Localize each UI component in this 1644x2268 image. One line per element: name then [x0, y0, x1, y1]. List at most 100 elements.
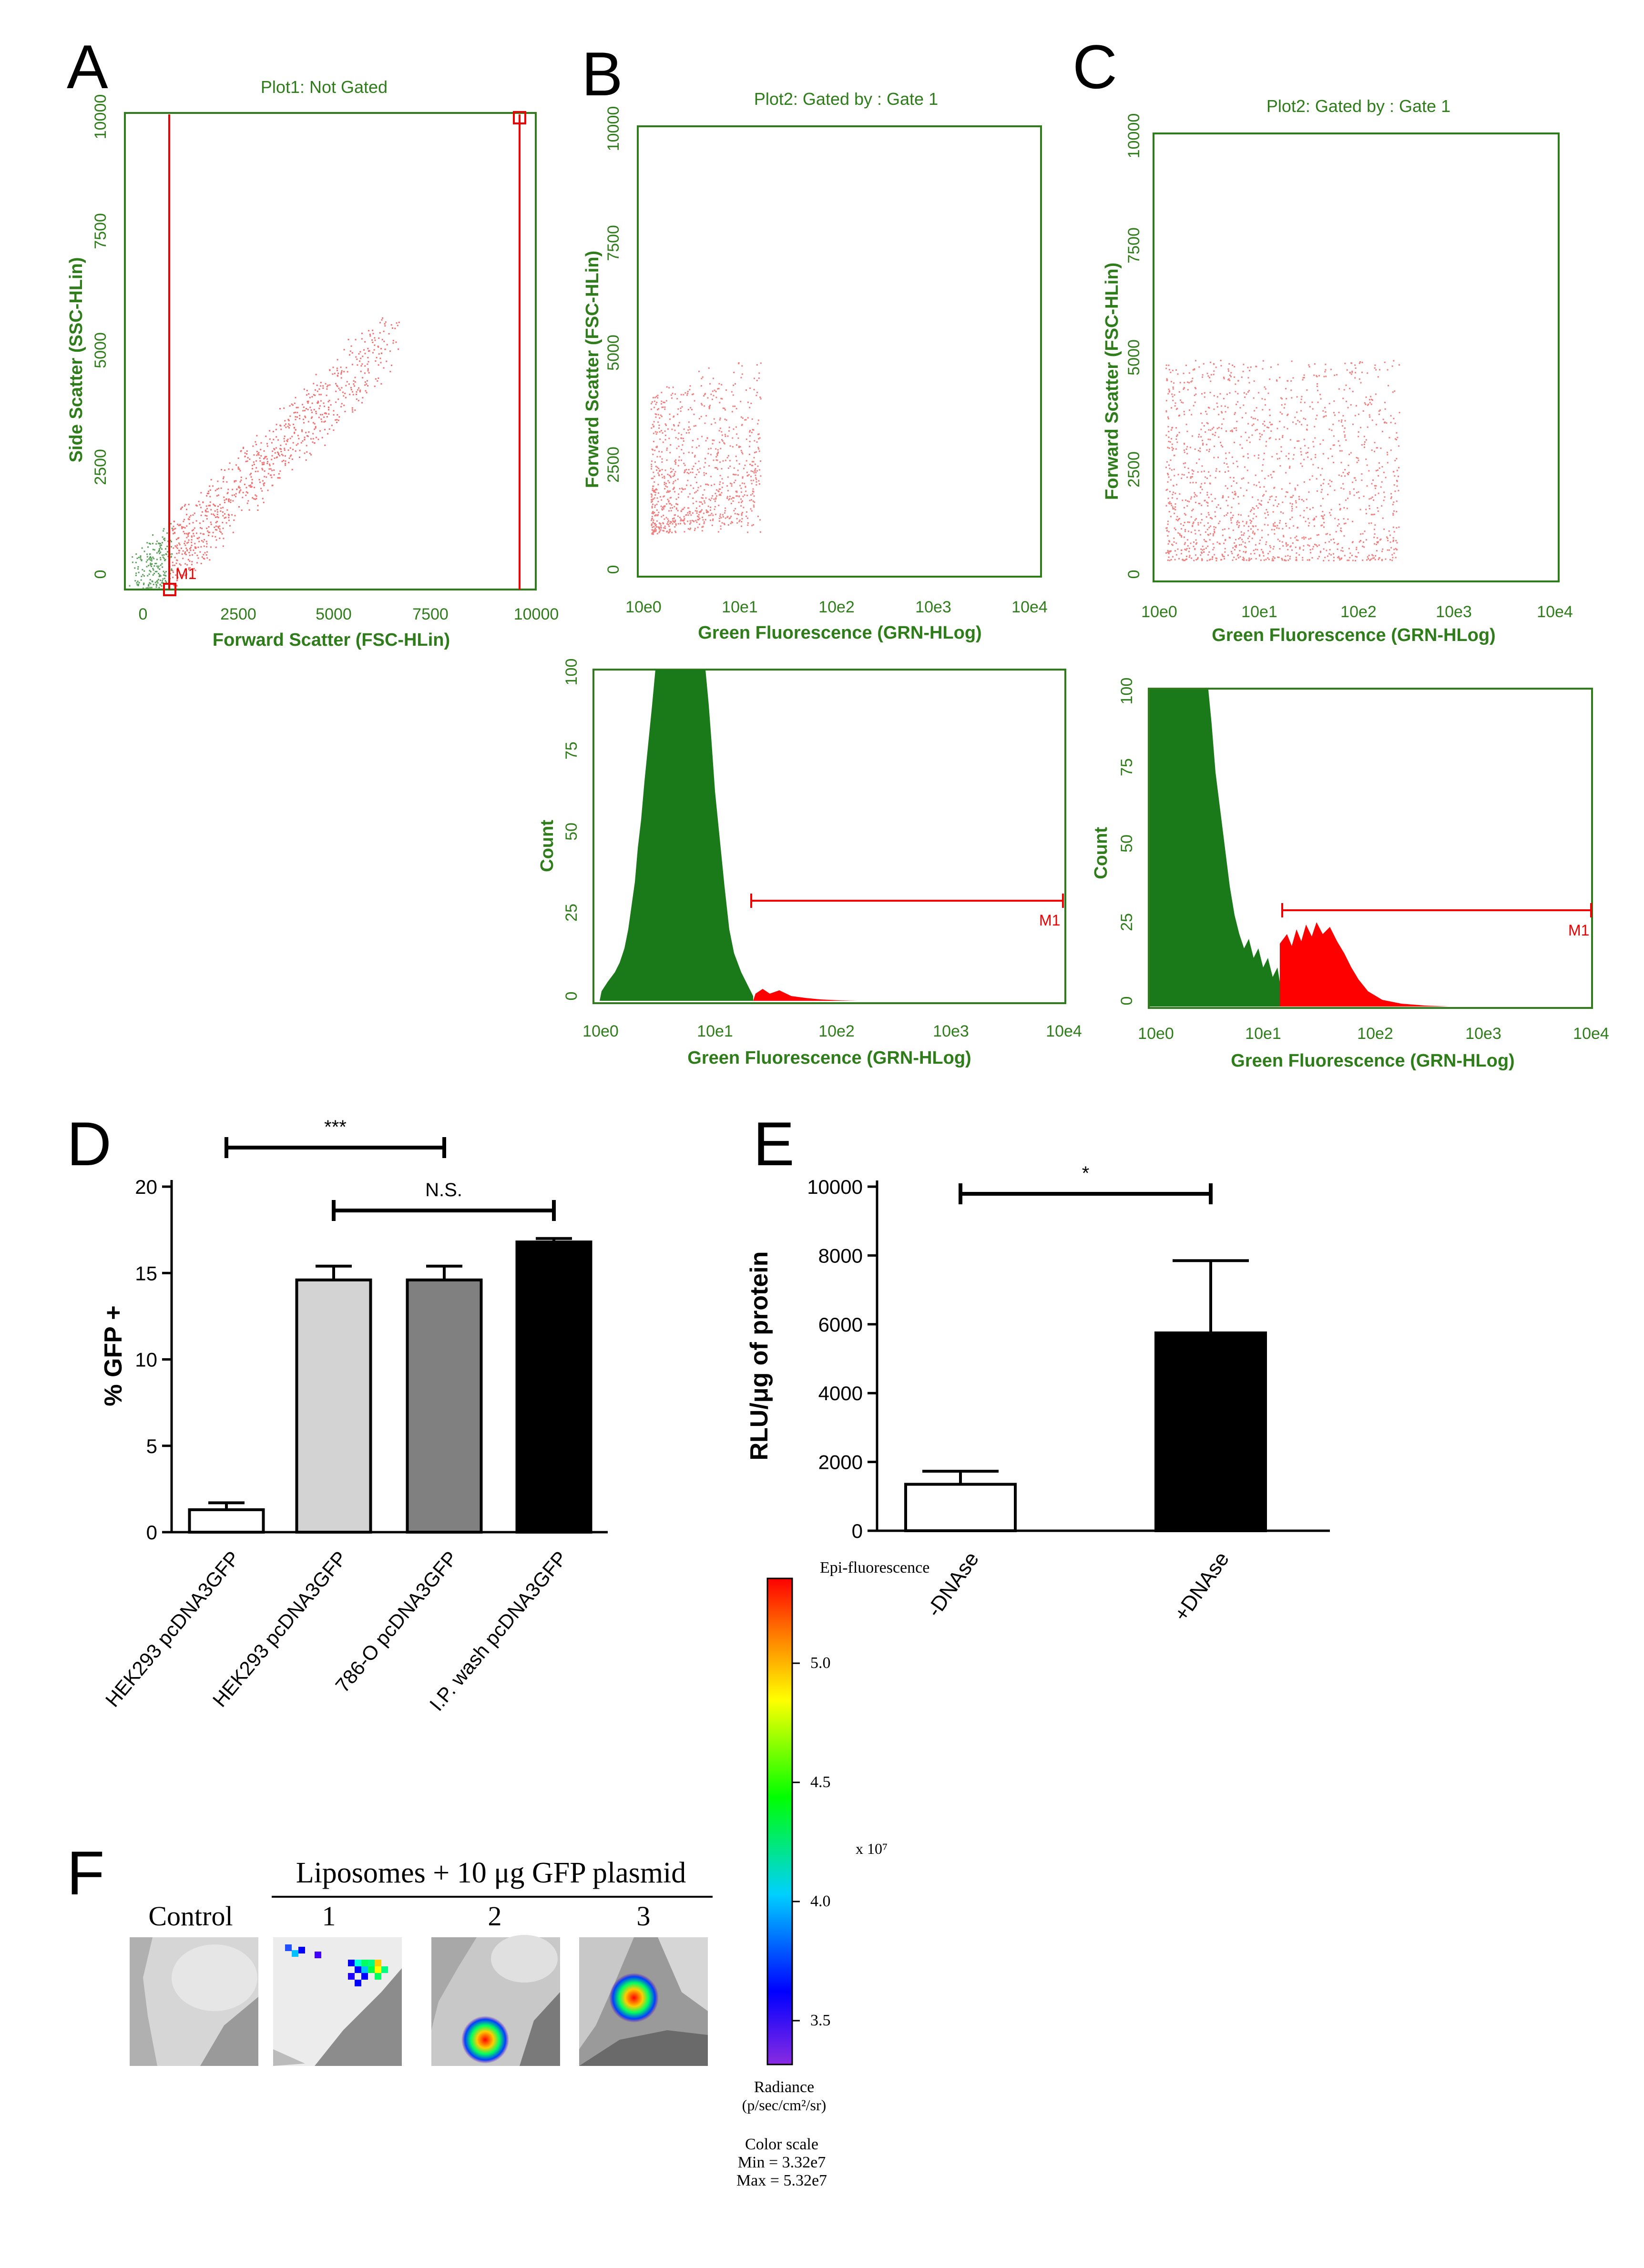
- event-dot: [216, 521, 218, 522]
- event-dot: [150, 562, 152, 564]
- event-dot: [1318, 544, 1320, 546]
- event-dot: [1172, 396, 1174, 397]
- event-dot: [1303, 517, 1305, 519]
- event-dot: [667, 524, 669, 526]
- event-dot: [1291, 360, 1293, 362]
- event-dot: [1241, 534, 1243, 536]
- event-dot: [238, 486, 240, 488]
- event-dot: [274, 448, 276, 450]
- event-dot: [247, 457, 249, 458]
- event-dot: [1206, 373, 1208, 375]
- event-dot: [1225, 471, 1226, 473]
- event-dot: [1231, 456, 1233, 458]
- panel-a-gate-handle-top[interactable]: [513, 111, 526, 124]
- event-dot: [1170, 516, 1172, 518]
- event-dot: [689, 511, 691, 513]
- event-dot: [1167, 416, 1169, 418]
- event-dot: [314, 423, 316, 425]
- event-dot: [1184, 462, 1186, 464]
- event-dot: [1168, 551, 1170, 553]
- event-dot: [155, 543, 157, 545]
- event-dot: [664, 483, 665, 485]
- event-dot: [161, 544, 163, 546]
- event-dot: [1267, 553, 1269, 555]
- event-dot: [742, 417, 744, 419]
- event-dot: [1320, 525, 1322, 527]
- event-dot: [672, 523, 674, 525]
- event-dot: [219, 504, 221, 506]
- event-dot: [185, 573, 187, 575]
- event-dot: [698, 519, 700, 520]
- event-dot: [1195, 539, 1197, 541]
- event-dot: [1225, 411, 1226, 413]
- event-dot: [1347, 518, 1349, 520]
- event-dot: [1387, 462, 1389, 464]
- event-dot: [149, 570, 151, 571]
- event-dot: [367, 380, 368, 382]
- event-dot: [1348, 474, 1349, 476]
- event-dot: [738, 362, 740, 364]
- event-dot: [736, 495, 738, 497]
- event-dot: [1297, 484, 1298, 486]
- event-dot: [1189, 555, 1191, 557]
- event-dot: [1370, 522, 1372, 524]
- event-dot: [1232, 365, 1234, 366]
- event-dot: [1248, 437, 1250, 438]
- event-dot: [392, 327, 393, 329]
- event-dot: [1341, 419, 1343, 421]
- event-dot: [1208, 471, 1210, 473]
- event-dot: [190, 515, 192, 517]
- event-dot: [717, 452, 719, 454]
- event-dot: [365, 390, 367, 392]
- event-dot: [1303, 417, 1305, 419]
- event-dot: [734, 406, 736, 407]
- event-dot: [1176, 498, 1178, 499]
- colorbar-multiplier: x 10⁷: [856, 1840, 888, 1857]
- event-dot: [1227, 368, 1229, 370]
- event-dot: [361, 402, 363, 404]
- event-dot: [258, 479, 260, 480]
- event-dot: [740, 505, 742, 507]
- event-dot: [1188, 550, 1190, 552]
- event-dot: [1314, 543, 1316, 545]
- event-dot: [155, 583, 157, 585]
- event-dot: [209, 531, 211, 533]
- event-dot: [1263, 486, 1265, 488]
- event-dot: [1327, 458, 1329, 459]
- event-dot: [1207, 502, 1209, 504]
- event-dot: [1307, 544, 1309, 546]
- event-dot: [678, 493, 680, 495]
- y-tick-label: 6000: [818, 1313, 863, 1336]
- event-dot: [1273, 525, 1275, 527]
- event-dot: [654, 481, 655, 483]
- event-dot: [1195, 501, 1197, 503]
- event-dot: [750, 403, 752, 404]
- event-dot: [1253, 380, 1255, 382]
- event-dot: [1235, 539, 1236, 540]
- event-dot: [1374, 485, 1376, 487]
- panel-b-ytick: 7500: [604, 225, 623, 261]
- event-dot: [196, 554, 198, 556]
- event-dot: [289, 415, 291, 417]
- event-dot: [1176, 484, 1178, 486]
- event-dot: [709, 383, 711, 385]
- event-dot: [1240, 544, 1242, 546]
- event-dot: [1351, 541, 1353, 543]
- event-dot: [742, 496, 744, 498]
- event-dot: [651, 408, 652, 410]
- event-dot: [1174, 527, 1175, 529]
- panel-a-gate-handle-bottom[interactable]: [163, 583, 176, 596]
- event-dot: [669, 530, 671, 532]
- event-dot: [1169, 503, 1171, 505]
- event-dot: [695, 507, 697, 509]
- event-dot: [281, 460, 283, 462]
- event-dot: [688, 432, 690, 434]
- event-dot: [1322, 510, 1324, 512]
- event-dot: [252, 497, 254, 499]
- event-dot: [1307, 447, 1309, 449]
- event-dot: [1218, 414, 1220, 416]
- event-dot: [1295, 546, 1297, 548]
- event-dot: [1396, 485, 1398, 487]
- event-dot: [655, 403, 657, 405]
- event-dot: [273, 474, 275, 476]
